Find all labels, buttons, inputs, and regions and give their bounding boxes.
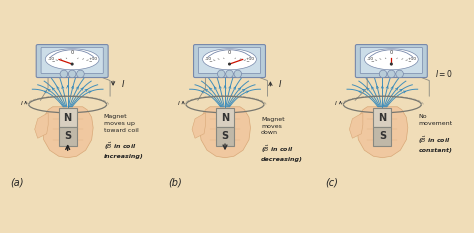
FancyBboxPatch shape: [36, 45, 108, 78]
Circle shape: [68, 70, 76, 78]
Ellipse shape: [46, 49, 99, 70]
Circle shape: [234, 70, 242, 78]
Text: -10: -10: [205, 57, 212, 61]
Text: (c): (c): [326, 178, 338, 187]
Polygon shape: [349, 113, 363, 138]
Text: -10: -10: [48, 57, 55, 61]
Text: -10: -10: [367, 57, 374, 61]
Text: +10: +10: [408, 57, 417, 61]
FancyBboxPatch shape: [199, 48, 261, 73]
Text: N: N: [64, 113, 72, 123]
Text: S: S: [221, 131, 228, 141]
Text: ($\vec{B}$ in coil
decreasing): ($\vec{B}$ in coil decreasing): [261, 144, 303, 162]
Text: $I$: $I$: [177, 99, 181, 107]
Text: ($\vec{B}$ in coil
constant): ($\vec{B}$ in coil constant): [419, 134, 452, 153]
Ellipse shape: [365, 49, 418, 70]
FancyBboxPatch shape: [374, 127, 392, 146]
Text: (b): (b): [168, 178, 182, 187]
FancyBboxPatch shape: [360, 48, 422, 73]
FancyBboxPatch shape: [356, 45, 427, 78]
Ellipse shape: [202, 49, 256, 70]
Text: +10: +10: [88, 57, 98, 61]
Polygon shape: [200, 107, 250, 158]
Text: N: N: [221, 113, 229, 123]
Text: $I$: $I$: [120, 78, 125, 89]
Text: No
movement: No movement: [419, 113, 453, 126]
Circle shape: [391, 63, 392, 65]
Circle shape: [379, 70, 387, 78]
Circle shape: [218, 70, 225, 78]
Circle shape: [77, 70, 84, 78]
Polygon shape: [192, 113, 206, 138]
FancyBboxPatch shape: [59, 108, 77, 127]
Text: $I$: $I$: [278, 78, 282, 89]
Text: S: S: [379, 131, 386, 141]
Text: (a): (a): [11, 178, 24, 187]
FancyBboxPatch shape: [193, 45, 265, 78]
Text: 0: 0: [390, 50, 393, 55]
Text: 0: 0: [228, 50, 231, 55]
FancyBboxPatch shape: [216, 127, 234, 146]
Text: Magnet
moves
down: Magnet moves down: [261, 116, 284, 136]
Text: 0: 0: [71, 50, 74, 55]
Circle shape: [72, 63, 73, 65]
Circle shape: [388, 70, 395, 78]
Text: $I$: $I$: [334, 99, 338, 107]
FancyBboxPatch shape: [41, 48, 103, 73]
Text: ($\vec{B}$ in coil
increasing): ($\vec{B}$ in coil increasing): [104, 140, 144, 159]
Text: $I$: $I$: [20, 99, 23, 107]
Text: Magnet
moves up
toward coil: Magnet moves up toward coil: [104, 113, 138, 133]
Polygon shape: [42, 107, 93, 158]
FancyBboxPatch shape: [59, 127, 77, 146]
FancyBboxPatch shape: [374, 108, 392, 127]
Polygon shape: [35, 113, 48, 138]
Circle shape: [228, 63, 230, 65]
Polygon shape: [357, 107, 408, 158]
Text: S: S: [64, 131, 71, 141]
Circle shape: [60, 70, 68, 78]
Text: N: N: [378, 113, 386, 123]
FancyBboxPatch shape: [216, 108, 234, 127]
Text: +10: +10: [246, 57, 255, 61]
Text: $I = 0$: $I = 0$: [435, 68, 453, 79]
Circle shape: [226, 70, 233, 78]
Circle shape: [396, 70, 403, 78]
